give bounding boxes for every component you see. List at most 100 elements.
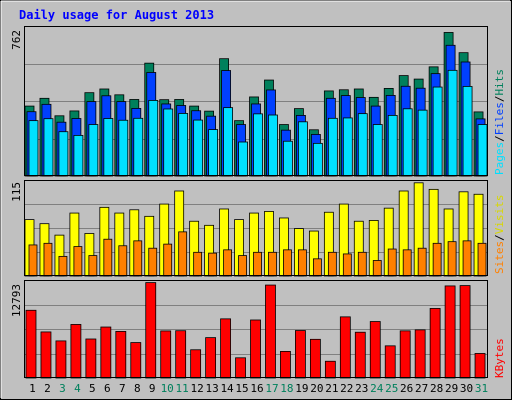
- legend-hits: Hits: [493, 69, 506, 96]
- pages-bar: [223, 107, 233, 177]
- kbytes-bar: [70, 324, 82, 379]
- pages-bar: [163, 108, 174, 177]
- x-tick-label: 18: [280, 382, 293, 395]
- visits-panel-legend: Sites/Visits: [493, 195, 506, 275]
- sites-bar: [58, 255, 68, 277]
- pages-bar: [357, 113, 368, 177]
- kbytes-bar: [339, 316, 351, 379]
- legend-sites: Sites: [493, 241, 506, 274]
- visits-panel-border: [24, 180, 488, 276]
- sites-bar: [133, 240, 143, 277]
- x-axis-labels: 1 2 3 4 5 6 7 8 9 10 11 12 13 14 15 16 17 18 19 20 21 22 23 24 2…: [29, 382, 488, 395]
- sites-bar: [28, 244, 38, 277]
- x-tick-label: 27: [415, 382, 428, 395]
- pages-bar: [298, 121, 308, 177]
- kbytes-bar: [384, 345, 396, 379]
- pages-bar: [283, 140, 293, 177]
- x-tick-label: 26: [400, 382, 413, 395]
- kbytes-bar: [235, 357, 246, 379]
- x-tick-label: 6: [104, 382, 111, 395]
- sites-bar: [223, 249, 232, 277]
- kbytes-bar: [309, 338, 321, 379]
- sites-bar: [88, 255, 98, 277]
- kbytes-bar: [130, 342, 142, 379]
- kbytes-bar: [160, 330, 172, 379]
- x-tick-label: 2: [44, 382, 51, 395]
- pages-bar: [447, 69, 458, 177]
- x-tick-label: 29: [445, 382, 458, 395]
- pages-bar: [208, 129, 219, 177]
- pages-bar: [462, 86, 473, 177]
- pages-bar: [43, 118, 54, 177]
- sites-bar: [298, 249, 307, 277]
- x-tick-label: 20: [310, 382, 323, 395]
- kbytes-bar: [429, 308, 441, 379]
- x-tick-label: 8: [134, 382, 141, 395]
- kbytes-bar: [85, 338, 97, 379]
- kbytes-bar: [474, 353, 486, 379]
- sites-bar: [103, 238, 113, 277]
- kbytes-panel-border: [24, 280, 488, 378]
- pages-bar: [372, 124, 383, 177]
- pages-bar: [28, 120, 39, 177]
- x-tick-label: 23: [355, 382, 368, 395]
- sites-bar: [357, 251, 367, 277]
- kbytes-bar: [369, 321, 381, 379]
- sites-bar: [238, 255, 247, 277]
- pages-bar: [253, 113, 263, 177]
- sites-bar: [253, 251, 262, 277]
- x-tick-label: 12: [191, 382, 204, 395]
- x-tick-label: 9: [149, 382, 156, 395]
- x-tick-label: 28: [430, 382, 443, 395]
- x-tick-label: 5: [89, 382, 96, 395]
- kbytes-bar: [190, 349, 202, 379]
- legend-kbytes: KBytes: [493, 338, 506, 378]
- x-tick-label: 7: [119, 382, 126, 395]
- kbytes-bar: [459, 285, 471, 379]
- x-tick-label: 15: [235, 382, 248, 395]
- kbytes-bar: [444, 285, 456, 379]
- x-tick-label: 1: [29, 382, 36, 395]
- kbytes-bar: [220, 318, 231, 379]
- pages-bar: [193, 119, 204, 177]
- kbytes-bar: [205, 337, 217, 379]
- pages-bar: [88, 124, 99, 177]
- sites-bar: [312, 258, 322, 277]
- pages-bar: [148, 100, 159, 177]
- x-tick-label: 13: [205, 382, 218, 395]
- x-tick-label: 24: [370, 382, 384, 395]
- kbytes-panel-max-label: 12793: [10, 284, 23, 317]
- sites-bar: [118, 245, 128, 277]
- visits-panel-max-label: 115: [10, 182, 23, 202]
- pages-bar: [73, 135, 84, 177]
- pages-bar: [402, 108, 413, 177]
- pages-bar: [312, 142, 323, 177]
- kbytes-bar: [100, 326, 112, 379]
- legend-separator-3: /: [493, 234, 506, 241]
- sites-bar: [283, 249, 292, 277]
- kbytes-bar: [295, 330, 306, 379]
- legend-separator-1: /: [493, 135, 506, 142]
- pages-bar: [178, 113, 189, 177]
- legend-visits: Visits: [493, 195, 506, 235]
- kbytes-bar: [250, 319, 261, 379]
- sites-bar: [268, 251, 277, 277]
- legend-files: Files: [493, 102, 506, 135]
- x-tick-label: 19: [295, 382, 308, 395]
- x-tick-label: 10: [161, 382, 174, 395]
- kbytes-bar: [175, 330, 187, 379]
- sites-bar: [447, 241, 457, 277]
- hits-panel-legend: Pages/Files/Hits: [493, 69, 506, 175]
- x-tick-label: 25: [385, 382, 398, 395]
- x-tick-label: 31: [475, 382, 488, 395]
- x-tick-label: 17: [265, 382, 278, 395]
- pages-bar: [118, 119, 129, 177]
- sites-bar: [372, 260, 382, 277]
- sites-bar: [43, 242, 53, 277]
- kbytes-bar: [354, 331, 366, 379]
- x-tick-label: 4: [74, 382, 81, 395]
- chart-panel-borders: [24, 26, 488, 378]
- sites-bar: [178, 231, 188, 277]
